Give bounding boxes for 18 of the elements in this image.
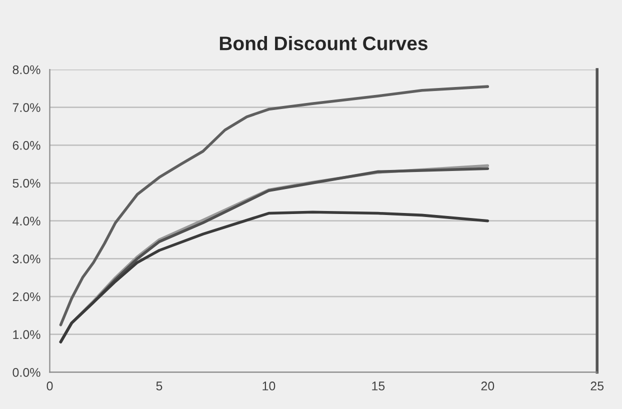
y-tick-label: 1.0% <box>13 330 40 340</box>
y-tick-label: 5.0% <box>12 178 40 188</box>
x-tick-label: 0 <box>46 382 53 390</box>
x-tick-label: 10 <box>262 382 276 390</box>
line-series <box>59 210 490 344</box>
x-tick-label: 20 <box>481 382 494 390</box>
y-tick-label: 3.0% <box>12 254 40 264</box>
y-tick-label: 7.0% <box>12 103 40 112</box>
line-series <box>59 85 490 326</box>
y-tick-label: 6.0% <box>12 140 40 150</box>
x-tick-label: 5 <box>156 382 162 390</box>
y-tick-label: 8.0% <box>12 65 40 74</box>
chart-title: Bond Discount Curves <box>220 36 428 50</box>
y-tick-label: 0.0% <box>12 368 40 377</box>
y-tick-label: 4.0% <box>12 216 40 226</box>
x-tick-label: 25 <box>590 382 604 390</box>
y-tick-label: 2.0% <box>12 292 40 302</box>
x-tick-label: 15 <box>372 382 385 390</box>
